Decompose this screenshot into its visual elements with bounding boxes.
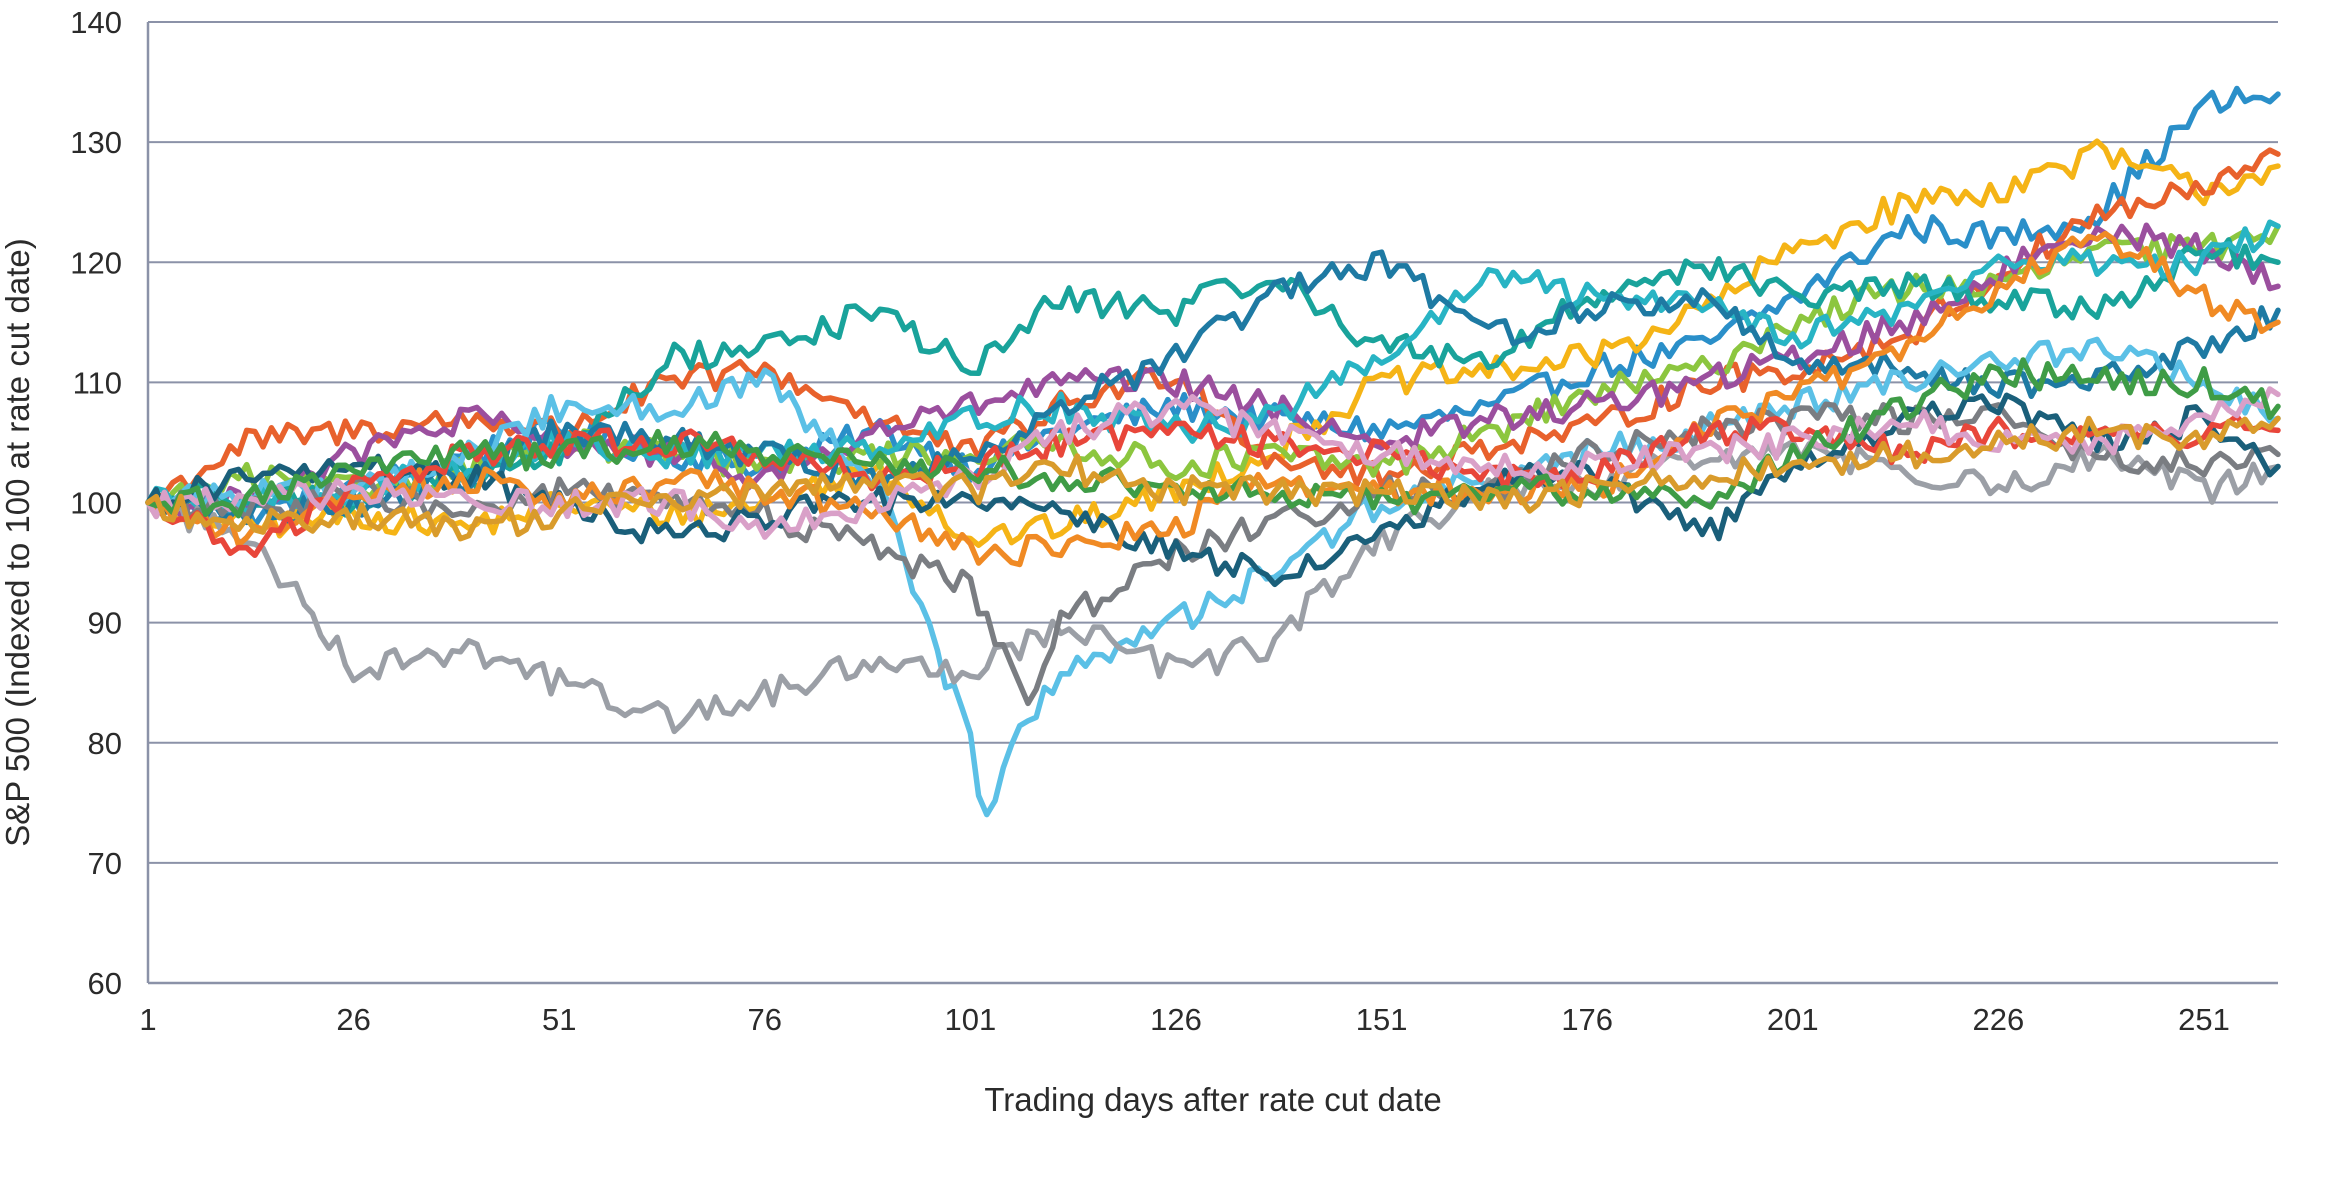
x-tick-label: 51 xyxy=(542,1002,576,1037)
y-axis-title: S&P 500 (Indexed to 100 at rate cut date… xyxy=(0,238,36,846)
y-axis-ticks: 60 70 80 90 100 110 120 130 140 xyxy=(70,5,122,1001)
x-tick-label: 151 xyxy=(1356,1002,1408,1037)
series-lines xyxy=(145,85,2281,818)
y-tick-label: 60 xyxy=(88,966,122,1001)
y-tick-label: 100 xyxy=(70,486,122,521)
series-line-17 xyxy=(145,415,2281,542)
x-tick-label: 101 xyxy=(945,1002,997,1037)
x-tick-label: 226 xyxy=(1973,1002,2025,1037)
series-line-10 xyxy=(145,438,2281,735)
y-tick-label: 90 xyxy=(88,606,122,641)
y-tick-label: 70 xyxy=(88,846,122,881)
y-tick-label: 80 xyxy=(88,726,122,761)
x-tick-label: 201 xyxy=(1767,1002,1819,1037)
x-tick-label: 76 xyxy=(748,1002,782,1037)
x-tick-label: 251 xyxy=(2178,1002,2230,1037)
x-tick-label: 126 xyxy=(1150,1002,1202,1037)
x-axis-ticks: 1 26 51 76 101 126 151 176 201 226 251 xyxy=(139,1002,2229,1037)
y-tick-label: 110 xyxy=(73,365,122,400)
y-tick-label: 140 xyxy=(70,5,122,40)
x-tick-label: 26 xyxy=(336,1002,370,1037)
series-line-13 xyxy=(145,230,2281,568)
x-tick-label: 1 xyxy=(139,1002,156,1037)
y-tick-label: 120 xyxy=(70,245,122,280)
x-tick-label: 176 xyxy=(1561,1002,1613,1037)
series-line-16 xyxy=(145,357,2281,519)
series-line-15 xyxy=(145,386,2281,540)
y-tick-label: 130 xyxy=(70,125,122,160)
x-axis-title: Trading days after rate cut date xyxy=(984,1081,1441,1118)
series-line-8 xyxy=(145,249,2281,526)
series-line-9 xyxy=(145,336,2281,818)
series-line-5 xyxy=(145,222,2281,520)
